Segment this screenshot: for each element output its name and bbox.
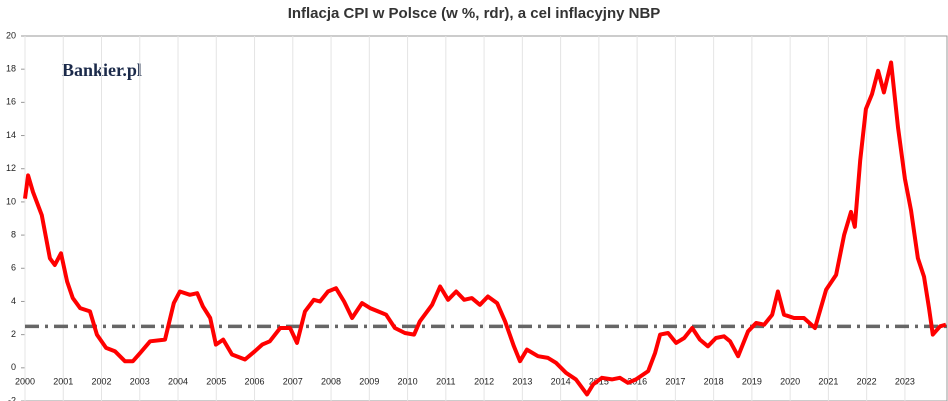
x-tick-label: 2012 bbox=[474, 376, 494, 386]
y-tick-label: 18 bbox=[6, 64, 16, 74]
x-tick-label: 2013 bbox=[512, 376, 532, 386]
y-tick-label: -2 bbox=[8, 395, 16, 401]
plot-area bbox=[24, 35, 948, 401]
x-tick-label: 2014 bbox=[551, 376, 571, 386]
x-tick-label: 2002 bbox=[91, 376, 111, 386]
y-tick-label: 14 bbox=[6, 130, 16, 140]
y-tick-label: 6 bbox=[11, 263, 16, 273]
chart-title: Inflacja CPI w Polsce (w %, rdr), a cel … bbox=[288, 5, 661, 22]
x-tick-label: 2008 bbox=[321, 376, 341, 386]
y-tick-label: 2 bbox=[11, 329, 16, 339]
x-tick-label: 2020 bbox=[780, 376, 800, 386]
y-tick-label: 0 bbox=[11, 362, 16, 372]
x-tick-label: 2010 bbox=[398, 376, 418, 386]
x-tick-label: 2022 bbox=[857, 376, 877, 386]
y-tick-label: 10 bbox=[6, 196, 16, 206]
x-tick-label: 2019 bbox=[742, 376, 762, 386]
y-tick-label: 16 bbox=[6, 97, 16, 107]
x-tick-label: 2001 bbox=[53, 376, 73, 386]
x-tick-label: 2007 bbox=[283, 376, 303, 386]
y-tick-label: 12 bbox=[6, 163, 16, 173]
x-tick-label: 2018 bbox=[704, 376, 724, 386]
x-tick-label: 2021 bbox=[818, 376, 838, 386]
x-tick-label: 2023 bbox=[895, 376, 915, 386]
x-tick-label: 2011 bbox=[436, 376, 455, 386]
x-tick-label: 2005 bbox=[206, 376, 226, 386]
x-tick-label: 2004 bbox=[168, 376, 188, 386]
x-tick-label: 2016 bbox=[627, 376, 647, 386]
y-tick-label: 4 bbox=[11, 296, 16, 306]
x-tick-label: 2009 bbox=[359, 376, 379, 386]
x-tick-label: 2006 bbox=[245, 376, 265, 386]
y-tick-label: 8 bbox=[11, 229, 16, 239]
y-tick-label: 20 bbox=[6, 30, 16, 40]
series-line bbox=[23, 60, 947, 397]
x-tick-label: 2003 bbox=[130, 376, 150, 386]
x-tick-label: 2000 bbox=[15, 376, 35, 386]
x-tick-label: 2017 bbox=[665, 376, 685, 386]
